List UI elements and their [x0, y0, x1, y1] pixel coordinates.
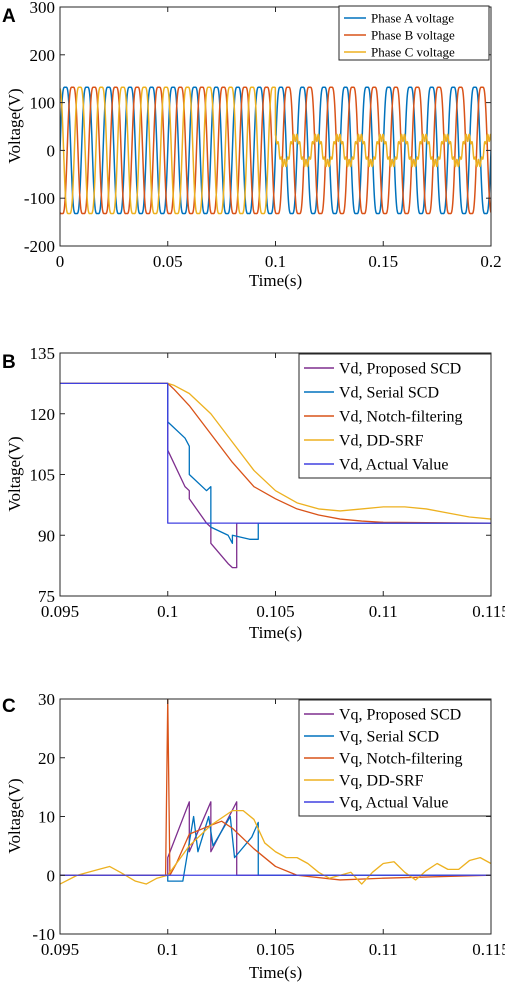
- x-tick-label: 0.1: [157, 602, 178, 621]
- y-tick-label: 75: [38, 587, 55, 606]
- y-axis-label: Voltage(V): [5, 778, 24, 853]
- x-tick-label: 0.105: [256, 940, 294, 959]
- legend-entry: Vq, Actual Value: [339, 795, 448, 812]
- y-tick-label: 100: [30, 94, 56, 113]
- series-line-3: [60, 382, 491, 524]
- x-tick-label: 0.1: [265, 252, 286, 271]
- series-group: [60, 699, 491, 885]
- series-line-3: [60, 86, 491, 215]
- series-group: [60, 86, 491, 215]
- y-tick-label: 0: [47, 866, 56, 885]
- x-tick-label: 0.095: [41, 940, 79, 959]
- legend-entry: Vd, Serial SCD: [339, 385, 439, 402]
- y-tick-label: 20: [38, 749, 55, 768]
- x-tick-label: 0.1: [157, 940, 178, 959]
- legend-entry: Phase B voltage: [371, 28, 455, 43]
- legend-entry: Vq, Proposed SCD: [339, 707, 461, 724]
- y-tick-label: 0: [47, 141, 56, 160]
- series-line-2: [60, 382, 491, 544]
- x-tick-label: 0.115: [472, 602, 505, 621]
- series-line-3: [60, 699, 491, 881]
- x-tick-label: 0.2: [480, 252, 501, 271]
- series-line-2: [60, 815, 491, 882]
- y-tick-label: 30: [38, 690, 55, 709]
- x-axis-label: Time(s): [249, 271, 302, 290]
- series-line-1: [60, 86, 491, 215]
- legend-entry: Vq, Serial SCD: [339, 729, 439, 746]
- legend: Vq, Proposed SCD Vq, Serial SCD Vq, Notch-…: [298, 699, 492, 817]
- x-axis-label: Time(s): [249, 963, 302, 982]
- x-tick-label: 0.15: [368, 252, 398, 271]
- y-tick-label: -100: [24, 189, 55, 208]
- legend-box: [338, 5, 490, 61]
- series-line-1: [60, 382, 491, 569]
- y-axis: -10 0 10 20 30: [32, 690, 491, 944]
- x-tick-label: 0.105: [256, 602, 294, 621]
- x-tick-label: 0.11: [369, 940, 398, 959]
- legend: Vd, Proposed SCD Vd, Serial SCD Vd, Notch-…: [298, 353, 492, 479]
- series-group: [60, 382, 491, 569]
- y-tick-label: 135: [30, 344, 56, 363]
- y-tick-label: 90: [38, 526, 55, 545]
- x-tick-label: 0.095: [41, 602, 79, 621]
- legend-entry: Phase C voltage: [371, 45, 455, 60]
- legend-entry: Vq, DD-SRF: [339, 773, 424, 790]
- panel-letter: C: [2, 696, 16, 717]
- series-line-2: [60, 86, 491, 215]
- y-tick-label: 105: [30, 466, 56, 485]
- x-axis: 0 0.05 0.1 0.15 0.2: [56, 7, 502, 271]
- panel-letter: A: [2, 6, 16, 27]
- y-tick-label: -200: [24, 237, 55, 256]
- y-tick-label: 10: [38, 808, 55, 827]
- x-tick-label: 0.115: [472, 940, 505, 959]
- x-tick-label: 0.05: [153, 252, 183, 271]
- x-tick-label: 0.11: [369, 602, 398, 621]
- x-axis: 0.095 0.1 0.105 0.11 0.115: [41, 699, 505, 959]
- chart-panel-b: 0.095 0.1 0.105 0.11 0.115 75 90 105 120 135 Time(…: [2, 344, 505, 642]
- legend-entry: Vq, Notch-filtering: [339, 751, 463, 768]
- x-tick-label: 0: [56, 252, 65, 271]
- x-axis-label: Time(s): [249, 623, 302, 642]
- y-tick-label: -10: [32, 925, 55, 944]
- legend-entry: Phase A voltage: [371, 11, 454, 26]
- legend-entry: Vd, DD-SRF: [339, 433, 424, 450]
- y-tick-label: 300: [30, 0, 56, 17]
- legend-entry: Vd, Proposed SCD: [339, 361, 461, 378]
- panel-letter: B: [2, 352, 16, 373]
- chart-panel-a: 0 0.05 0.1 0.15 0.2 -200 -100 0 100 200 300 Time(s)…: [2, 0, 502, 290]
- y-axis: -200 -100 0 100 200 300: [24, 0, 491, 256]
- series-line-4: [60, 809, 491, 885]
- y-tick-label: 200: [30, 46, 56, 65]
- y-tick-label: 120: [30, 405, 56, 424]
- legend-entry: Vd, Notch-filtering: [339, 409, 463, 426]
- y-axis-label: Voltage(V): [5, 88, 24, 163]
- legend-entry: Vd, Actual Value: [339, 457, 448, 474]
- series-line-5: [60, 382, 491, 524]
- y-axis-label: Voltage(V): [5, 436, 24, 511]
- series-line-4: [60, 382, 491, 520]
- chart-panel-c: 0.095 0.1 0.105 0.11 0.115 -10 0 10 20 30 Time(s) V…: [2, 690, 505, 982]
- series-line-1: [60, 801, 491, 876]
- y-axis: 75 90 105 120 135: [30, 344, 491, 606]
- legend: Phase A voltage Phase B voltage Phase C vo…: [338, 5, 490, 61]
